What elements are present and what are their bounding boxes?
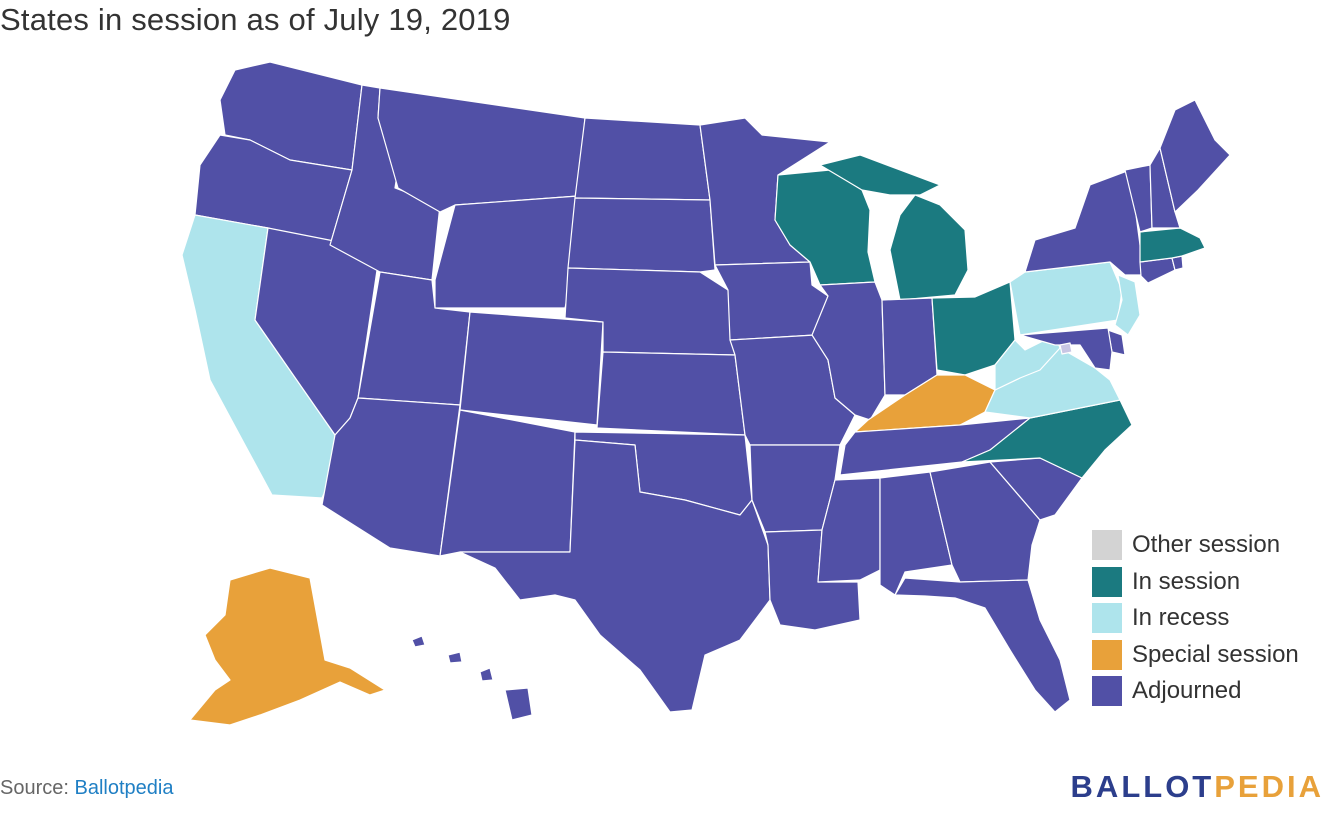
logo-text-pedia: PEDIA <box>1214 769 1324 804</box>
state-hi[interactable] <box>411 635 533 721</box>
legend-item-in-recess: In recess <box>1092 600 1299 637</box>
state-nm[interactable] <box>439 409 576 557</box>
state-wy[interactable] <box>434 195 579 309</box>
legend-swatch-special-session <box>1092 639 1122 670</box>
legend-item-other-session: Other session <box>1092 527 1299 564</box>
legend-swatch-adjourned <box>1092 676 1122 707</box>
state-ks[interactable] <box>596 351 746 436</box>
state-pa[interactable] <box>1009 261 1123 336</box>
state-wv[interactable] <box>994 334 1061 391</box>
state-mt[interactable] <box>377 87 586 213</box>
source-note: Source: Ballotpedia <box>0 777 173 800</box>
state-tx[interactable] <box>459 439 771 713</box>
state-ia[interactable] <box>714 261 829 341</box>
legend-label-other-session: Other session <box>1132 531 1281 559</box>
legend-swatch-in-session <box>1092 566 1122 597</box>
legend-swatch-in-recess <box>1092 603 1122 634</box>
state-nc[interactable] <box>961 399 1133 479</box>
state-me[interactable] <box>1159 99 1231 213</box>
ballotpedia-logo[interactable]: BALLOTPEDIA <box>1071 769 1324 805</box>
legend-label-special-session: Special session <box>1132 640 1299 668</box>
map-title: States in session as of July 19, 2019 <box>0 2 511 37</box>
state-dc[interactable] <box>1059 342 1073 355</box>
state-nj[interactable] <box>1114 274 1141 336</box>
state-ma[interactable] <box>1139 227 1206 263</box>
state-sd[interactable] <box>567 197 716 273</box>
legend-label-in-session: In session <box>1132 567 1241 595</box>
state-co[interactable] <box>459 311 604 426</box>
legend-swatch-other-session <box>1092 530 1122 561</box>
source-link[interactable]: Ballotpedia <box>74 777 174 799</box>
legend-label-adjourned: Adjourned <box>1132 677 1242 705</box>
state-ak[interactable] <box>189 567 386 726</box>
legend-item-in-session: In session <box>1092 564 1299 601</box>
legend-item-adjourned: Adjourned <box>1092 673 1299 710</box>
source-prefix: Source: <box>0 777 69 799</box>
state-md[interactable] <box>1019 327 1113 371</box>
legend-label-in-recess: In recess <box>1132 604 1230 632</box>
legend: Other session In session In recess Speci… <box>1092 527 1299 710</box>
state-nd[interactable] <box>574 117 711 201</box>
logo-text-ballot: BALLOT <box>1070 769 1215 804</box>
legend-item-special-session: Special session <box>1092 637 1299 674</box>
state-il[interactable] <box>811 281 886 421</box>
state-fl[interactable] <box>894 577 1071 713</box>
state-ny[interactable] <box>1024 169 1146 276</box>
state-nh[interactable] <box>1149 147 1181 229</box>
